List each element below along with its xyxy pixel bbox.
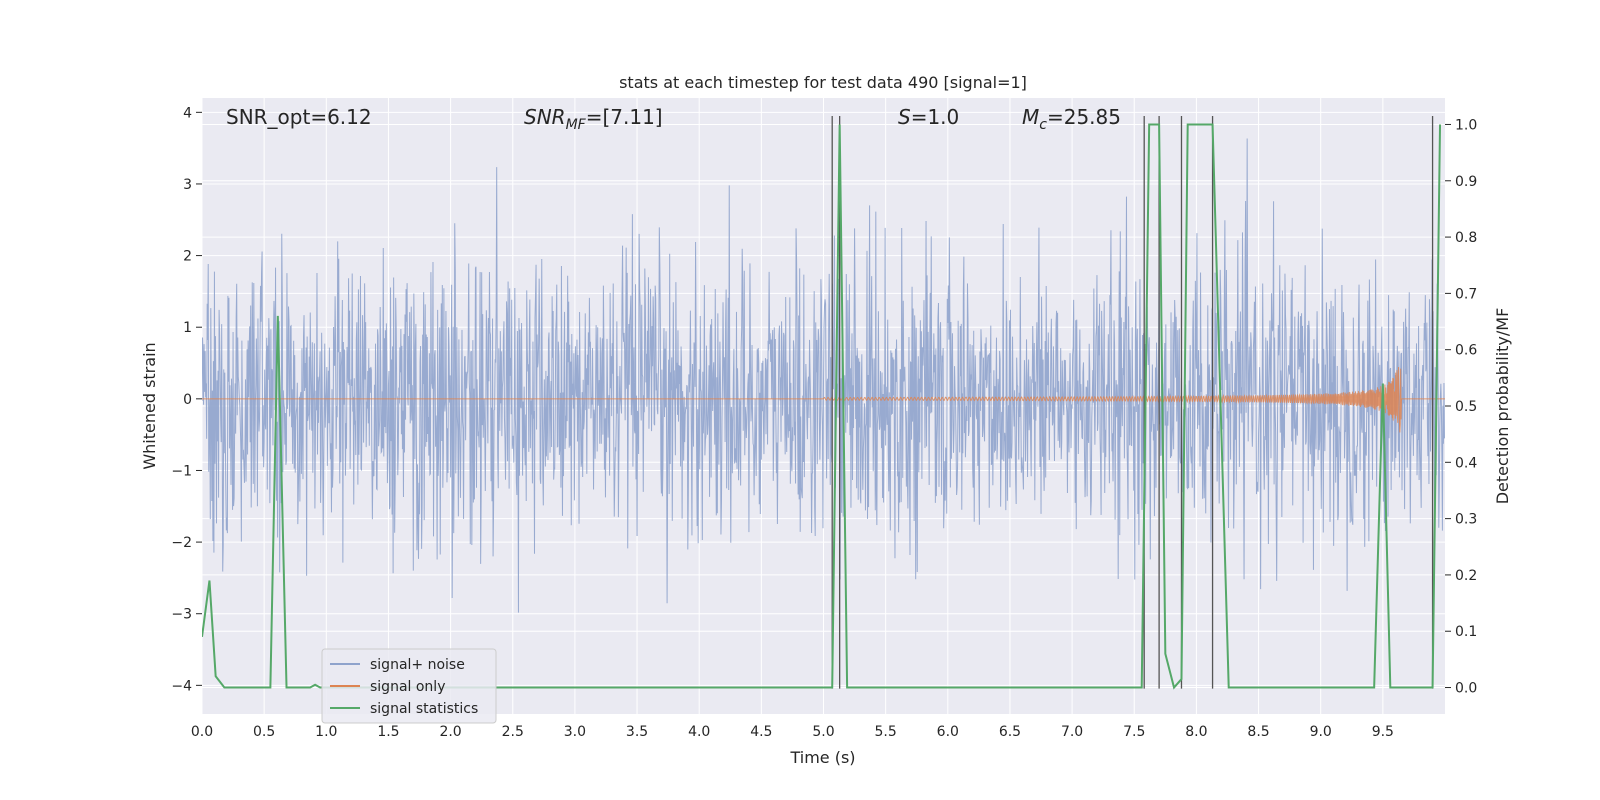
y-axis-ticks: 4 3 2 1 0 −1 −2 −3 −4: [171, 105, 202, 694]
y2-tick-label: 0.3: [1455, 512, 1477, 528]
legend-label-stats: signal statistics: [370, 701, 478, 717]
x-tick-label: 8.5: [1247, 724, 1269, 740]
x-tick-label: 9.5: [1372, 724, 1394, 740]
signal-statistics-series: [202, 123, 1442, 690]
y-tick-label: 3: [183, 177, 192, 193]
x-tick-label: 1.0: [315, 724, 337, 740]
legend: signal+ noise signal only signal statist…: [321, 648, 497, 724]
y-axis-label: Whitened strain: [140, 342, 159, 469]
x-axis-ticks: 0.0 0.5 1.0 1.5 2.0 2.5 3.0 3.5 4.0 4.5 5.0 5.5 6.0 6…: [191, 724, 1394, 740]
y2-tick-label: 0.7: [1455, 286, 1477, 302]
x-axis-label: Time (s): [789, 748, 855, 767]
x-tick-label: 4.0: [688, 724, 710, 740]
y2-axis-label: Detection probability/MF: [1493, 308, 1512, 505]
legend-label-signal: signal only: [370, 679, 445, 695]
x-tick-label: 7.5: [1123, 724, 1145, 740]
y-tick-label: −4: [171, 678, 192, 694]
x-tick-label: 4.5: [750, 724, 772, 740]
y-tick-label: 0: [183, 392, 192, 408]
y2-tick-label: 0.6: [1455, 343, 1477, 359]
x-tick-label: 2.0: [439, 724, 461, 740]
mc-value: =25.85: [1047, 105, 1121, 129]
x-tick-label: 6.5: [999, 724, 1021, 740]
chart-title: stats at each timestep for test data 490…: [619, 73, 1027, 92]
x-tick-label: 7.0: [1061, 724, 1083, 740]
annotation-s: S=1.0: [898, 105, 959, 129]
y2-tick-label: 0.0: [1455, 681, 1477, 697]
legend-box: [321, 648, 497, 724]
y2-tick-label: 0.1: [1455, 624, 1477, 640]
signal-only-line: [202, 366, 1445, 433]
signal-noise-series: [202, 138, 1445, 613]
y2-tick-label: 1.0: [1455, 117, 1477, 133]
snr-mf-main: SNR: [524, 105, 566, 129]
legend-label-noise: signal+ noise: [370, 657, 465, 673]
x-tick-label: 3.0: [564, 724, 586, 740]
signal-statistics-line: [202, 123, 1442, 690]
x-tick-label: 3.5: [626, 724, 648, 740]
snr-mf-sub: MF: [566, 117, 587, 133]
y2-tick-label: 0.8: [1455, 230, 1477, 246]
s-value: =1.0: [911, 105, 960, 129]
y2-tick-label: 0.5: [1455, 399, 1477, 415]
y-tick-label: 1: [183, 320, 192, 336]
detection-vlines: [831, 116, 1434, 689]
annotation-snr-mf: SNRMF=[7.11]: [524, 105, 663, 133]
x-tick-label: 5.5: [875, 724, 897, 740]
y-tick-label: −2: [171, 535, 192, 551]
y2-axis-ticks: 1.0 0.9 0.8 0.7 0.6 0.5 0.4 0.3 0.2 0.1 0.0: [1445, 117, 1477, 697]
x-tick-label: 5.0: [812, 724, 834, 740]
s-main: S: [898, 105, 911, 129]
x-tick-label: 6.0: [937, 724, 959, 740]
x-tick-label: 2.5: [502, 724, 524, 740]
noise-line: [202, 138, 1445, 613]
mc-sub: c: [1039, 117, 1047, 133]
y2-tick-label: 0.2: [1455, 568, 1477, 584]
snr-mf-value: =[7.11]: [586, 105, 663, 129]
x-tick-label: 8.0: [1185, 724, 1207, 740]
signal-only-series: [202, 366, 1445, 433]
annotation-snr-opt: SNR_opt=6.12: [226, 105, 372, 129]
x-tick-label: 9.0: [1310, 724, 1332, 740]
x-tick-label: 0.5: [253, 724, 275, 740]
x-tick-label: 1.5: [377, 724, 399, 740]
x-tick-label: 0.0: [191, 724, 213, 740]
mc-main: M: [1022, 105, 1039, 129]
y2-tick-label: 0.4: [1455, 455, 1477, 471]
y-tick-label: 2: [183, 249, 192, 265]
y-tick-label: 4: [183, 105, 192, 121]
y2-tick-label: 0.9: [1455, 174, 1477, 190]
annotation-mc: Mc=25.85: [1022, 105, 1121, 133]
y-tick-label: −3: [171, 607, 192, 623]
y-tick-label: −1: [171, 463, 192, 479]
